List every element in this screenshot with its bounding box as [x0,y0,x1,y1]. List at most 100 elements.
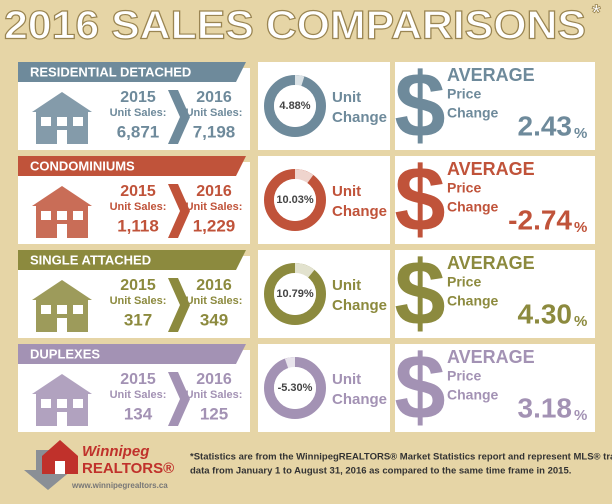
logo-line2: REALTORS® [82,460,174,477]
year-a: 2015 [120,183,156,200]
house-door [57,412,67,426]
unit-change: 10.79% [276,288,314,300]
house-roof [32,92,92,112]
unit-change: -5.30% [278,382,313,394]
unit-label: Change [332,391,387,408]
row-name: CONDOMINIUMS [30,158,135,173]
unit-label: Unit [332,89,361,106]
sales-a: 317 [124,310,152,329]
percent-sign: % [574,219,587,236]
donut-hole [274,85,316,127]
avg-label: Price [447,180,481,196]
house-roof [32,374,92,394]
sales-label-a: Unit Sales: [110,389,167,401]
year-b: 2016 [196,277,232,294]
arrow [168,90,190,144]
sales-label-b: Unit Sales: [186,201,243,213]
avg-change: 2.43 [518,110,573,141]
house-window [57,211,67,220]
unit-label: Change [332,109,387,126]
house-window [41,399,51,408]
year-a: 2015 [120,277,156,294]
avg-label: Change [447,293,499,309]
sales-b: 7,198 [193,122,236,141]
avg-change: 3.18 [518,392,573,423]
logo-url: www.winnipegrealtors.ca [71,481,168,490]
house-window [73,399,83,408]
arrow [168,278,190,332]
avg-panel [395,250,595,338]
unit-label: Change [332,297,387,314]
avg-label: Change [447,387,499,403]
percent-sign: % [574,313,587,330]
logo-line1: Winnipeg [82,443,149,460]
footnote: *Statistics are from the WinnipegREALTOR… [190,452,612,463]
avg-label: Change [447,199,499,215]
footnote: data from January 1 to August 31, 2016 a… [190,466,571,477]
row-header [18,62,246,82]
percent-sign: % [574,407,587,424]
unit-label: Unit [332,183,361,200]
house-window [57,399,67,408]
avg-label: Price [447,274,481,290]
dollar-sign: $ [394,242,445,344]
donut-hole [274,367,316,409]
house-door [57,224,67,238]
house-window [57,305,67,314]
house-window [73,305,83,314]
year-a: 2015 [120,371,156,388]
sales-a: 134 [124,404,153,423]
avg-label: AVERAGE [447,253,535,273]
sales-a: 1,118 [117,216,159,235]
sales-label-a: Unit Sales: [110,107,167,119]
donut-hole [274,179,316,221]
sales-label-a: Unit Sales: [110,295,167,307]
year-b: 2016 [196,183,232,200]
avg-change: 4.30 [518,298,573,329]
house-roof [32,186,92,206]
unit-label: Change [332,203,387,220]
sales-label-b: Unit Sales: [186,107,243,119]
house-roof [32,280,92,300]
avg-panel [395,62,595,150]
logo-house [42,440,78,474]
percent-sign: % [574,125,587,142]
unit-change: 10.03% [276,194,314,206]
avg-label: Price [447,368,481,384]
house-door [57,130,67,144]
house-window [41,211,51,220]
dollar-sign: $ [394,54,445,156]
avg-panel [395,344,595,432]
avg-label: Price [447,86,481,102]
row-name: SINGLE ATTACHED [30,252,151,267]
house-door [57,318,67,332]
house-window [41,117,51,126]
avg-panel [395,156,595,244]
sales-b: 1,229 [193,216,236,235]
dollar-sign: $ [394,148,445,250]
donut-hole [274,273,316,315]
avg-label: Change [447,105,499,121]
arrow [168,184,190,238]
arrow [168,372,190,426]
sales-label-b: Unit Sales: [186,389,243,401]
dollar-sign: $ [394,336,445,438]
house-window [41,305,51,314]
logo-door [55,461,65,474]
avg-label: AVERAGE [447,65,535,85]
row-header [18,344,246,364]
unit-change: 4.88% [279,100,310,112]
avg-label: AVERAGE [447,347,535,367]
row-name: RESIDENTIAL DETACHED [30,64,191,79]
sales-label-b: Unit Sales: [186,295,243,307]
house-window [73,117,83,126]
row-header [18,156,246,176]
title-mark: * [592,0,601,25]
row-header [18,250,246,270]
year-b: 2016 [196,89,232,106]
unit-label: Unit [332,277,361,294]
sales-label-a: Unit Sales: [110,201,167,213]
unit-label: Unit [332,371,361,388]
sales-a: 6,871 [117,122,160,141]
